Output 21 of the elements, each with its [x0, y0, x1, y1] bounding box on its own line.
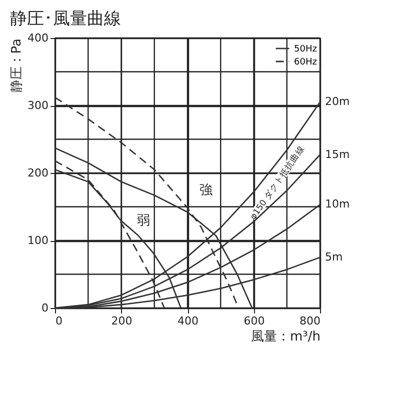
x-tick-label: 400 — [178, 314, 198, 328]
y-tick-label: 100 — [28, 234, 48, 247]
y-axis-title: 静圧：Pa — [10, 38, 25, 93]
x-axis-title: 風量：m³/h — [251, 330, 320, 344]
x-tick-label: 0 — [56, 314, 62, 328]
y-tick-label: 0 — [42, 302, 48, 314]
y-tick-label: 300 — [28, 99, 48, 112]
series-label: 5m — [325, 250, 343, 264]
x-tick-label: 600 — [244, 314, 265, 328]
series-label: 15m — [325, 148, 350, 161]
legend-label: 50Hz — [294, 44, 318, 54]
annotation: 強 — [200, 182, 213, 198]
chart-title: 静圧･風量曲線 — [10, 9, 122, 29]
x-tick-label: 200 — [111, 314, 132, 328]
series-label: 10m — [325, 198, 350, 211]
series-label: 20m — [325, 95, 350, 108]
annotation: 弱 — [136, 213, 150, 228]
legend-label: 60Hz — [294, 58, 318, 68]
x-tick-label: 800 — [300, 314, 320, 328]
y-tick-label: 200 — [28, 166, 48, 180]
y-tick-label: 400 — [28, 32, 48, 44]
